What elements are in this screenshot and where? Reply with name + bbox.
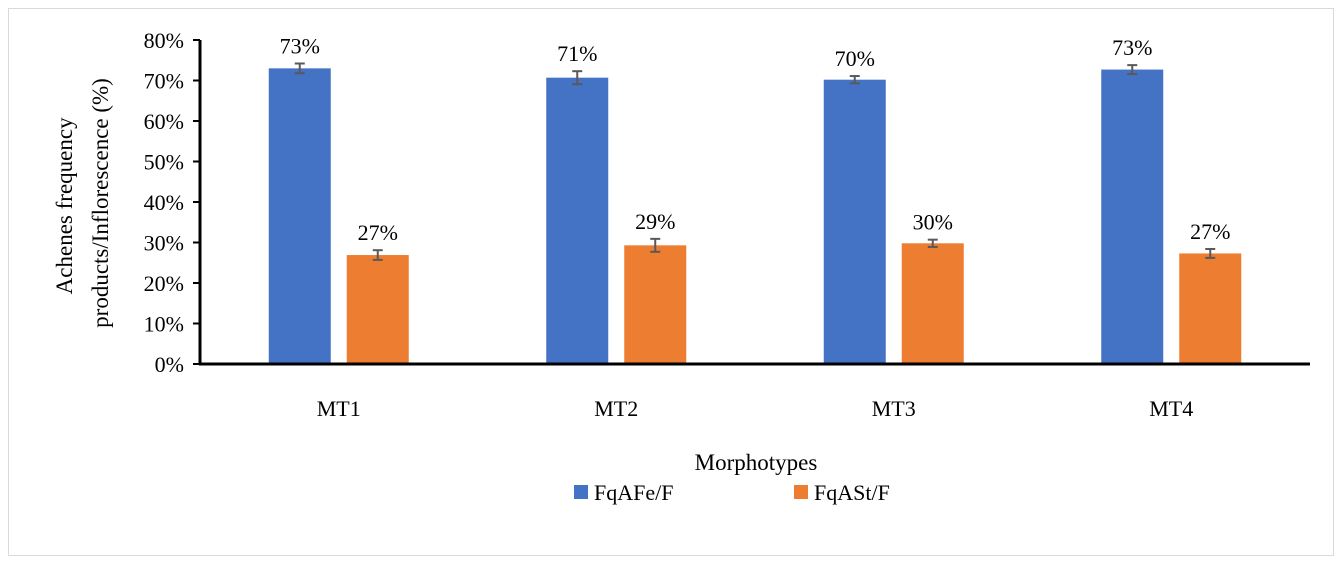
bar-fqafef-mt4 <box>1101 69 1164 364</box>
data-label: 30% <box>913 210 953 235</box>
y-tick-label: 0% <box>155 352 184 377</box>
data-label: 27% <box>1190 219 1230 244</box>
data-label: 70% <box>835 46 875 71</box>
x-tick-label-mt2: MT2 <box>594 396 638 421</box>
bar-fqafef-mt2 <box>546 77 609 364</box>
y-tick-label: 10% <box>144 312 184 337</box>
legend-swatch <box>794 485 808 499</box>
legend-swatch <box>574 485 588 499</box>
data-label: 29% <box>635 209 675 234</box>
y-tick-label: 20% <box>144 271 184 296</box>
y-tick-label: 70% <box>144 69 184 94</box>
y-tick-label: 60% <box>144 109 184 134</box>
legend-label: FqASt/F <box>814 480 890 505</box>
y-axis-title-line-2: products/Inflorescence (%) <box>88 78 113 328</box>
x-tick-label-mt1: MT1 <box>317 396 361 421</box>
y-tick-label: 30% <box>144 231 184 256</box>
bar-fqafef-mt3 <box>823 79 886 364</box>
y-tick-label: 80% <box>144 28 184 53</box>
x-axis-title: Morphotypes <box>695 450 818 475</box>
bar-fqafef-mt1 <box>268 68 331 364</box>
data-label: 73% <box>1112 35 1152 60</box>
y-axis-title-line-1: Achenes frequency <box>52 117 77 294</box>
bar-fqastf-mt1 <box>346 255 409 364</box>
y-tick-label: 50% <box>144 150 184 175</box>
data-label: 73% <box>280 33 320 58</box>
category-labels: MT1 MT2 MT3 MT4 <box>317 396 1194 421</box>
x-tick-label-mt4: MT4 <box>1149 396 1193 421</box>
y-axis-title: Achenes frequency products/Inflorescence… <box>52 78 113 328</box>
bar-fqastf-mt4 <box>1179 253 1242 364</box>
bars <box>268 68 1242 364</box>
legend-label: FqAFe/F <box>594 480 673 505</box>
data-labels: 73% 27% 71% 29% 70% 30% 73% 27% <box>280 33 1231 245</box>
y-tick-label: 40% <box>144 190 184 215</box>
bar-fqastf-mt3 <box>901 243 964 364</box>
data-label: 27% <box>358 220 398 245</box>
y-axis-ticks: 0% 10% 20% 30% 40% 50% 60% 70% 80% <box>144 28 200 377</box>
x-tick-label-mt3: MT3 <box>872 396 916 421</box>
bar-fqastf-mt2 <box>624 245 687 364</box>
legend: FqAFe/F FqASt/F <box>574 480 890 505</box>
data-label: 71% <box>557 41 597 66</box>
error-bars <box>294 62 1216 261</box>
